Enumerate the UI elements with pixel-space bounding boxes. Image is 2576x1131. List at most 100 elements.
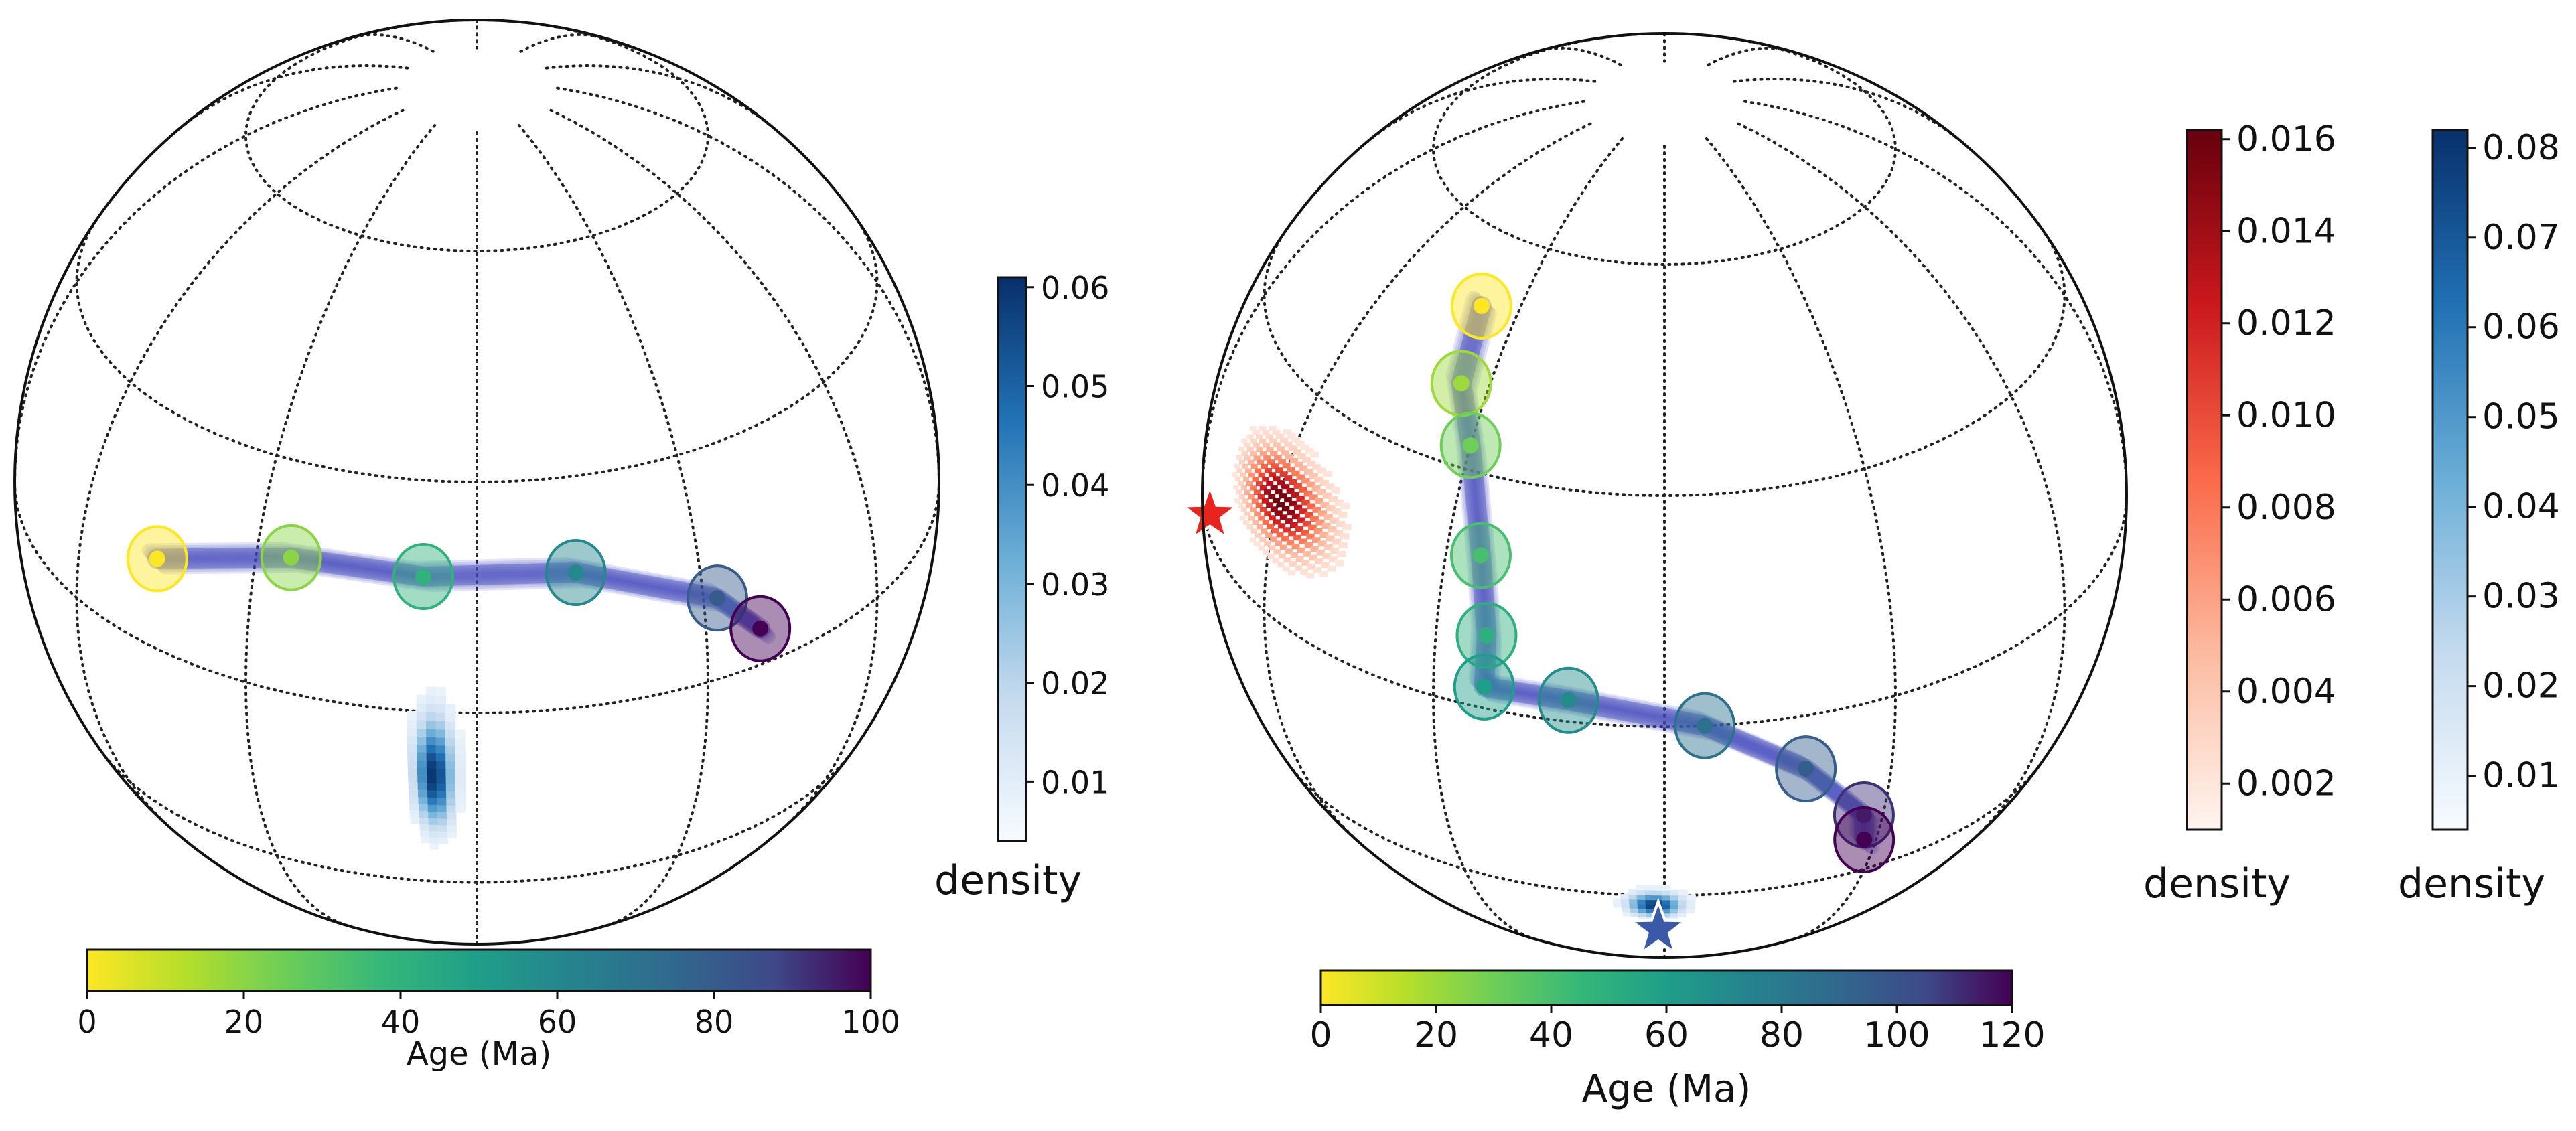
density-cell <box>429 843 439 850</box>
density-cell <box>1281 506 1290 512</box>
path-track <box>155 556 774 642</box>
density-cell <box>1261 463 1268 469</box>
density-cell <box>1255 434 1263 439</box>
density-cell <box>1263 455 1271 461</box>
density-cell <box>1299 465 1308 471</box>
colorbar-tick-label: 60 <box>538 1004 577 1040</box>
density-cell <box>1269 545 1276 551</box>
density-cell <box>1285 518 1293 524</box>
density-cell <box>1317 489 1326 496</box>
density-cell <box>1254 541 1261 547</box>
density-cell <box>1244 443 1250 448</box>
age-colorbar-1-ticks: 0 20 40 60 80 100 <box>77 991 900 1040</box>
density-cell <box>445 737 456 746</box>
graticule-meridian <box>1202 100 1586 497</box>
density-cell <box>1612 898 1622 903</box>
density-cell <box>1280 437 1289 443</box>
density-colorbar-3-ticks: 0.01 0.02 0.03 0.04 0.05 0.06 0.07 0.08 <box>2467 128 2560 796</box>
density-cell <box>445 761 456 769</box>
density-cell <box>1267 554 1275 560</box>
density-cell <box>1246 502 1253 508</box>
density-cell <box>455 798 466 806</box>
density-cell <box>438 831 448 838</box>
density-cell <box>437 804 447 812</box>
density-cell <box>1300 444 1309 451</box>
density-cell <box>1255 532 1262 538</box>
density-cell <box>1270 451 1278 457</box>
density-cell <box>1281 536 1289 542</box>
density-cell <box>1237 502 1244 508</box>
density-cell <box>1250 485 1257 491</box>
density-colorbar-3-bar <box>2431 129 2469 831</box>
density-cell <box>1291 492 1300 498</box>
density-cell <box>1637 904 1646 909</box>
density-cell <box>1266 447 1274 452</box>
density-cell <box>1334 499 1344 506</box>
density-cell <box>1238 481 1244 486</box>
density-cell <box>1275 510 1283 516</box>
density-cell <box>1270 485 1278 491</box>
density-cell <box>1330 547 1340 554</box>
density-cell <box>1319 532 1329 538</box>
density-cell <box>1249 537 1256 542</box>
density-cell <box>1252 477 1259 482</box>
density-cell <box>446 798 457 806</box>
density-cell <box>1236 468 1243 473</box>
density-cell <box>1310 516 1319 522</box>
colorbar-tick-label: 100 <box>1863 1015 1930 1055</box>
density-cell <box>1661 904 1671 909</box>
density-cell <box>1315 558 1323 564</box>
density-cell <box>1677 912 1687 918</box>
density-colorbar-3: 0.01 0.02 0.03 0.04 0.05 0.06 0.07 0.08 density <box>2398 128 2560 907</box>
density-cell <box>455 745 466 755</box>
density-cell <box>435 712 446 722</box>
density-cell <box>1670 895 1679 901</box>
density-cell <box>1283 527 1291 533</box>
pole-point <box>1462 437 1479 454</box>
density-cell <box>1297 453 1306 459</box>
colorbar-tick-label: 40 <box>1529 1015 1573 1055</box>
density-cell <box>1645 904 1654 909</box>
density-cell <box>437 790 447 798</box>
density-cell <box>1304 469 1313 475</box>
density-cell <box>409 789 419 797</box>
density-cell <box>1613 903 1622 908</box>
density-cell <box>1259 438 1267 444</box>
density-cell <box>1319 480 1329 487</box>
density-cell <box>426 712 437 721</box>
density-cell <box>1328 556 1338 563</box>
density-cell <box>1621 903 1630 909</box>
density-cell <box>407 751 418 760</box>
density-cell <box>1262 520 1270 525</box>
colorbar-tick-label: 0.06 <box>1041 270 1109 306</box>
density-cell <box>1300 569 1309 575</box>
density-cell <box>1622 912 1631 917</box>
colorbar-tick-label: 20 <box>224 1004 264 1040</box>
density-cell <box>1238 459 1245 465</box>
density-cell <box>436 768 447 777</box>
colorbar-tick-label: 0.05 <box>2482 397 2560 437</box>
density-cell <box>421 836 430 843</box>
density-cell <box>445 712 456 722</box>
density-cell <box>1234 476 1241 481</box>
density-cell <box>447 825 457 832</box>
density-cell <box>417 760 427 768</box>
density-cell <box>1258 515 1265 521</box>
density-cell <box>436 783 447 791</box>
density-cell <box>409 796 419 804</box>
density-cell <box>1661 889 1671 896</box>
density-cell <box>1264 468 1272 473</box>
path-track <box>1447 293 1866 841</box>
age-colorbar-1-label: Age (Ma) <box>407 1035 551 1073</box>
density-cell <box>416 720 427 729</box>
density-cell <box>1263 489 1271 495</box>
density-cell <box>1638 912 1647 917</box>
density-cell <box>435 745 446 754</box>
globe-1-path <box>126 524 792 662</box>
density-cell <box>1267 459 1275 465</box>
density-cell <box>1645 899 1654 905</box>
density-cell <box>445 745 456 754</box>
density-cell <box>455 761 466 770</box>
density-cell <box>1305 448 1314 454</box>
density-cell <box>1285 548 1293 554</box>
